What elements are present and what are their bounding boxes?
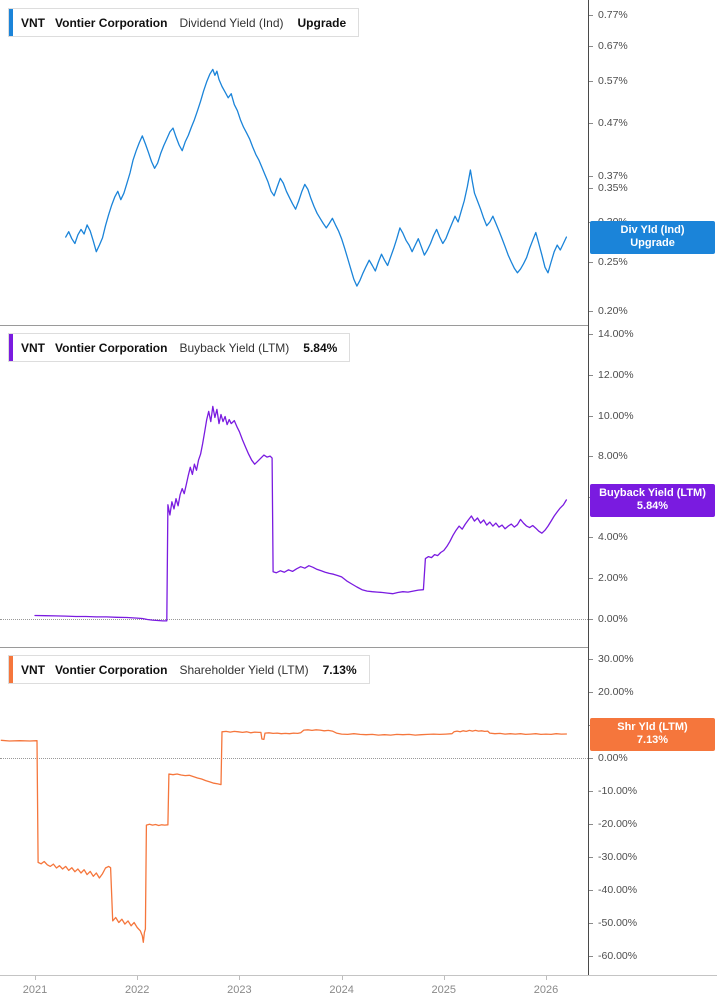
y-axis-tick-label: -60.00% bbox=[588, 949, 638, 962]
series-color-bar bbox=[9, 334, 13, 361]
x-axis-tick bbox=[35, 976, 36, 980]
y-axis-tick-label: 0.47% bbox=[589, 117, 628, 130]
dividend-yield-chart[interactable] bbox=[0, 0, 588, 325]
series-line bbox=[65, 68, 568, 287]
x-axis-year-label: 2025 bbox=[431, 984, 457, 996]
zero-gridline bbox=[0, 757, 588, 759]
x-axis-year-label: 2021 bbox=[22, 984, 48, 996]
legend-buyback-yield[interactable]: VNT Vontier Corporation Buyback Yield (L… bbox=[8, 333, 351, 362]
y-axis-tick-label: 0.25% bbox=[589, 256, 628, 268]
ticker-symbol: VNT bbox=[21, 662, 45, 677]
last-value-badge-buyback[interactable]: Buyback Yield (LTM) 5.84% bbox=[590, 483, 715, 517]
ticker-symbol: VNT bbox=[21, 340, 45, 355]
legend-dividend-yield[interactable]: VNT Vontier Corporation Dividend Yield (… bbox=[8, 8, 360, 37]
y-axis-tick-label: 0.37% bbox=[589, 169, 628, 182]
x-axis-tick bbox=[341, 976, 343, 980]
x-axis-tick bbox=[137, 976, 139, 980]
legend-value: 5.84% bbox=[303, 340, 338, 355]
badge-metric-label: Buyback Yield (LTM) bbox=[599, 486, 706, 499]
badge-metric-label: Div Yld (Ind) bbox=[620, 224, 685, 237]
legend-shareholder-yield[interactable]: VNT Vontier Corporation Shareholder Yiel… bbox=[8, 655, 370, 684]
series-line bbox=[0, 729, 568, 943]
buyback-yield-chart[interactable] bbox=[0, 325, 588, 647]
metric-name: Shareholder Yield (LTM) bbox=[179, 662, 309, 677]
badge-value-label: 5.84% bbox=[636, 499, 669, 512]
shareholder-yield-chart[interactable] bbox=[0, 647, 588, 975]
series-line bbox=[34, 405, 568, 622]
y-axis-tick-label: 0.20% bbox=[589, 305, 628, 317]
upgrade-button[interactable]: Upgrade bbox=[297, 15, 347, 30]
y-axis-tick-label: -30.00% bbox=[588, 850, 638, 863]
y-axis-tick-label: 10.00% bbox=[589, 409, 634, 422]
y-axis-tick-label: 0.35% bbox=[589, 182, 628, 195]
y-axis-tick-label: 12.00% bbox=[589, 368, 634, 381]
y-axis-tick-label: 0.00% bbox=[589, 612, 628, 625]
y-axis-panel: Div Yld (Ind) Upgrade Buyback Yield (LTM… bbox=[588, 0, 717, 975]
x-axis-year-label: 2023 bbox=[227, 984, 252, 996]
x-axis: 2021 2022 2023 2024 2025 2026 bbox=[0, 975, 717, 1005]
y-axis-tick-label: 0.77% bbox=[589, 9, 628, 21]
badge-metric-label: Shr Yld (LTM) bbox=[617, 721, 688, 733]
badge-value-label: 7.13% bbox=[636, 734, 669, 746]
metric-name: Buyback Yield (LTM) bbox=[179, 340, 290, 355]
last-value-badge-dividend[interactable]: Div Yld (Ind) Upgrade bbox=[590, 221, 715, 255]
x-axis-tick bbox=[239, 976, 241, 980]
x-axis-year-label: 2022 bbox=[124, 984, 150, 996]
y-axis-tick-label: -10.00% bbox=[588, 784, 638, 797]
x-axis-tick bbox=[546, 976, 547, 980]
zero-gridline bbox=[0, 618, 588, 620]
pane-divider bbox=[0, 647, 717, 648]
y-axis-tick-label: 20.00% bbox=[589, 685, 634, 698]
y-axis-tick-label: -50.00% bbox=[588, 916, 638, 929]
y-axis-tick-label: 0.00% bbox=[589, 751, 628, 764]
legend-value: 7.13% bbox=[322, 662, 357, 677]
x-axis-year-label: 2026 bbox=[533, 984, 559, 996]
y-axis-tick-label: 0.67% bbox=[589, 39, 628, 52]
company-name: Vontier Corporation bbox=[55, 662, 168, 677]
y-axis-tick-label: -20.00% bbox=[588, 817, 638, 830]
series-color-bar bbox=[9, 9, 13, 36]
ticker-symbol: VNT bbox=[21, 15, 45, 30]
y-axis-tick-label: 8.00% bbox=[589, 450, 628, 463]
x-axis-year-label: 2024 bbox=[329, 984, 354, 996]
company-name: Vontier Corporation bbox=[55, 15, 168, 30]
series-color-bar bbox=[9, 656, 13, 683]
y-axis-tick-label: 4.00% bbox=[589, 531, 628, 544]
y-axis-tick-label: 14.00% bbox=[589, 328, 634, 341]
y-axis-tick-label: -40.00% bbox=[588, 883, 638, 896]
y-axis-tick-label: 30.00% bbox=[589, 652, 634, 665]
badge-value-label: Upgrade bbox=[630, 237, 675, 250]
y-axis-tick-label: 0.57% bbox=[589, 75, 628, 87]
x-axis-tick bbox=[443, 976, 445, 980]
last-value-badge-shareholder[interactable]: Shr Yld (LTM) 7.13% bbox=[590, 718, 715, 751]
pane-divider bbox=[0, 325, 717, 326]
metric-name: Dividend Yield (Ind) bbox=[179, 15, 284, 30]
y-axis-tick-label: 2.00% bbox=[589, 571, 628, 584]
company-name: Vontier Corporation bbox=[55, 340, 168, 355]
